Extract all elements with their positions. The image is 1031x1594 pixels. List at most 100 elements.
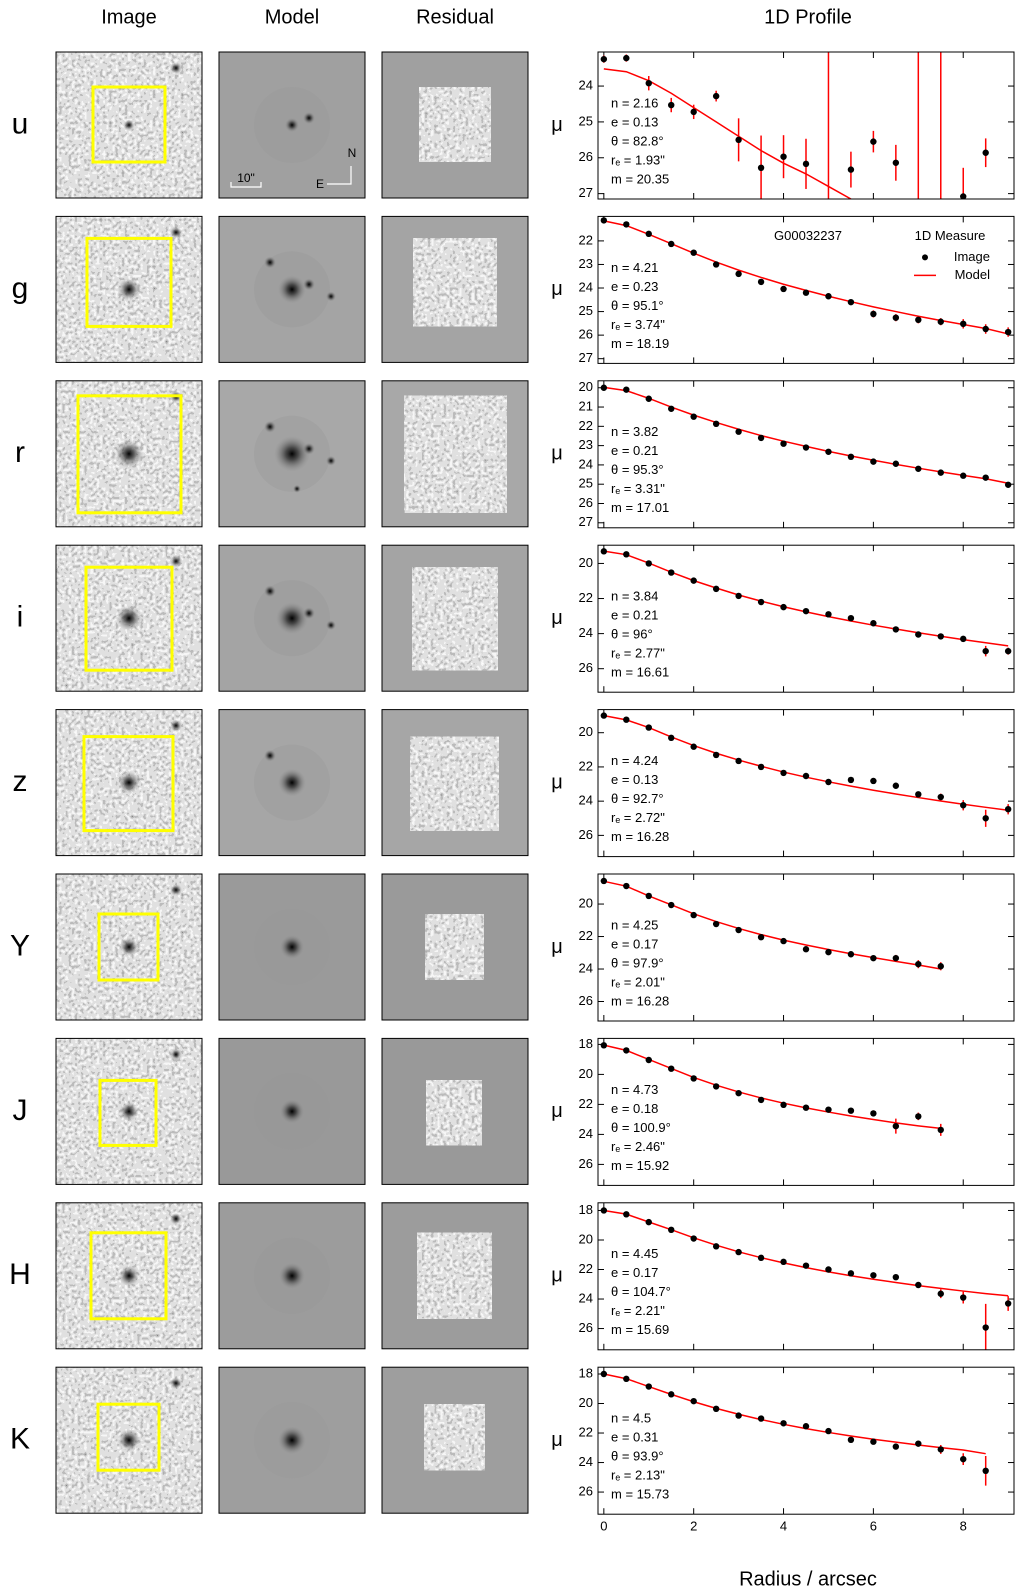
data-point bbox=[712, 1405, 720, 1413]
data-point bbox=[915, 1113, 922, 1120]
fit-parameter: rₑ = 2.77" bbox=[611, 646, 665, 661]
data-point bbox=[735, 926, 742, 934]
data-point bbox=[982, 647, 989, 655]
y-tick-label: 18 bbox=[579, 1202, 593, 1217]
band-label: J bbox=[13, 1094, 28, 1127]
y-axis-label: μ bbox=[551, 278, 563, 300]
data-point bbox=[892, 1443, 900, 1450]
model-companion bbox=[264, 585, 276, 598]
data-point bbox=[645, 1383, 652, 1390]
model-galaxy bbox=[278, 1426, 306, 1455]
stamp-frame bbox=[55, 709, 203, 857]
fit-parameter: rₑ = 2.01" bbox=[611, 974, 665, 989]
data-point bbox=[690, 1235, 697, 1242]
data-point bbox=[780, 1101, 787, 1109]
data-point bbox=[735, 1089, 742, 1097]
data-point bbox=[712, 1243, 720, 1250]
star bbox=[170, 1212, 182, 1225]
data-point bbox=[690, 1075, 697, 1082]
plot-area bbox=[600, 1042, 944, 1136]
y-tick-label: 22 bbox=[579, 232, 593, 247]
column-header: Image bbox=[101, 6, 157, 28]
data-point bbox=[757, 164, 765, 172]
data-point bbox=[668, 734, 675, 742]
galaxy bbox=[118, 1265, 140, 1287]
fit-parameter: e = 0.18 bbox=[611, 1101, 658, 1116]
data-point bbox=[915, 791, 922, 798]
plot-area bbox=[600, 712, 1012, 827]
model-line bbox=[603, 68, 852, 199]
galaxy bbox=[119, 937, 139, 957]
fit-parameter: θ = 92.7° bbox=[611, 791, 664, 806]
fit-parameter: θ = 100.9° bbox=[611, 1120, 671, 1135]
star bbox=[170, 555, 182, 568]
data-point bbox=[892, 460, 900, 467]
data-point bbox=[870, 310, 877, 318]
fit-parameter: e = 0.23 bbox=[611, 279, 658, 294]
data-point bbox=[780, 153, 787, 160]
model-line bbox=[603, 1044, 941, 1130]
data-point bbox=[668, 569, 675, 576]
data-point bbox=[735, 757, 742, 765]
y-tick-label: 26 bbox=[579, 1320, 593, 1335]
data-point bbox=[847, 776, 855, 784]
data-point bbox=[780, 285, 787, 293]
data-point bbox=[668, 101, 675, 109]
data-point bbox=[825, 1427, 832, 1435]
data-point bbox=[847, 951, 855, 958]
data-point bbox=[735, 270, 742, 278]
fit-parameter: n = 4.24 bbox=[611, 753, 658, 768]
y-tick-label: 24 bbox=[579, 1454, 593, 1469]
y-tick-label: 27 bbox=[579, 514, 593, 529]
data-point bbox=[735, 136, 742, 144]
data-point bbox=[982, 815, 989, 822]
data-point bbox=[825, 948, 832, 956]
fit-parameter: m = 15.92 bbox=[611, 1158, 669, 1173]
data-point bbox=[668, 405, 675, 412]
data-point bbox=[757, 1096, 765, 1104]
star bbox=[170, 1377, 182, 1390]
compass-north: N bbox=[348, 146, 357, 160]
data-point bbox=[937, 318, 944, 325]
x-tick-label: 2 bbox=[690, 1519, 697, 1534]
residual-patch bbox=[413, 238, 497, 327]
data-point bbox=[600, 712, 608, 719]
y-tick-label: 18 bbox=[579, 1365, 593, 1380]
data-point bbox=[960, 1455, 967, 1463]
fit-parameter: θ = 82.8° bbox=[611, 133, 664, 148]
y-tick-label: 24 bbox=[579, 1290, 593, 1305]
data-point bbox=[892, 626, 900, 633]
data-point bbox=[892, 782, 900, 789]
model-companion bbox=[303, 112, 315, 124]
y-tick-label: 22 bbox=[579, 1261, 593, 1276]
data-point bbox=[960, 1294, 967, 1301]
y-tick-label: 25 bbox=[579, 476, 593, 491]
data-point bbox=[623, 1375, 630, 1383]
fit-parameter: rₑ = 1.93" bbox=[611, 152, 665, 167]
model-companion bbox=[293, 484, 301, 493]
fit-parameter: θ = 97.9° bbox=[611, 955, 664, 970]
data-point bbox=[825, 611, 832, 618]
fit-parameter: m = 18.19 bbox=[611, 336, 669, 351]
fit-parameter: m = 20.35 bbox=[611, 171, 669, 186]
plot-area bbox=[600, 217, 1012, 337]
galaxy bbox=[116, 605, 142, 631]
y-tick-label: 24 bbox=[579, 77, 593, 92]
model-galaxy bbox=[280, 1099, 304, 1124]
data-point bbox=[780, 769, 787, 777]
data-point bbox=[1004, 328, 1012, 336]
y-axis-label: μ bbox=[551, 1265, 563, 1287]
data-point bbox=[982, 474, 989, 481]
fit-box bbox=[84, 565, 174, 672]
compass bbox=[327, 166, 352, 185]
data-point bbox=[645, 560, 652, 567]
y-tick-label: 20 bbox=[579, 1231, 593, 1246]
plot-frame bbox=[597, 51, 1015, 200]
y-tick-label: 26 bbox=[579, 327, 593, 342]
data-point bbox=[915, 1440, 922, 1447]
data-point bbox=[645, 79, 652, 87]
fit-parameter: n = 4.45 bbox=[611, 1246, 658, 1261]
stamp-frame bbox=[55, 1037, 203, 1185]
fit-parameter: rₑ = 2.46" bbox=[611, 1139, 665, 1154]
y-axis-label: μ bbox=[551, 114, 563, 136]
